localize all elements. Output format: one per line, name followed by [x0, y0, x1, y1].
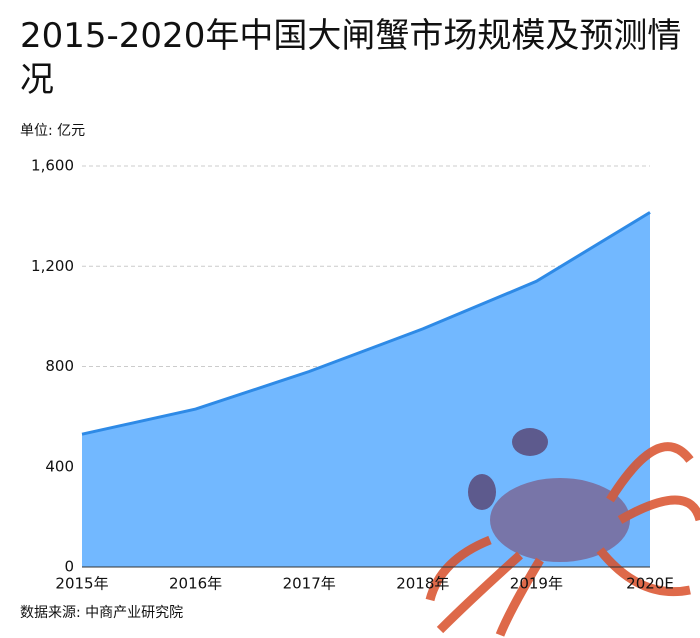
- y-tick-label: 800: [45, 357, 74, 375]
- y-tick-label: 1,200: [31, 257, 74, 275]
- x-tick-label: 2019年: [510, 575, 563, 593]
- crab-decoration: [425, 428, 700, 637]
- x-tick-label: 2015年: [55, 575, 108, 593]
- y-tick-label: 0: [64, 558, 74, 576]
- line: [81, 211, 651, 436]
- x-tick-label: 2016年: [169, 575, 222, 593]
- chart-subtitle: 单位: 亿元: [20, 123, 86, 139]
- x-tick-label: 2020E: [626, 575, 674, 593]
- area: [82, 212, 650, 567]
- x-tick-label: 2018年: [396, 575, 449, 593]
- source-note: 数据来源: 中商产业研究院: [20, 605, 184, 621]
- chart-title: 2015-2020年中国大闸蟹市场规模及预测情况: [20, 16, 682, 100]
- x-tick-label: 2017年: [283, 575, 336, 593]
- y-tick-label: 400: [45, 457, 74, 475]
- y-tick-label: 1,600: [31, 157, 74, 175]
